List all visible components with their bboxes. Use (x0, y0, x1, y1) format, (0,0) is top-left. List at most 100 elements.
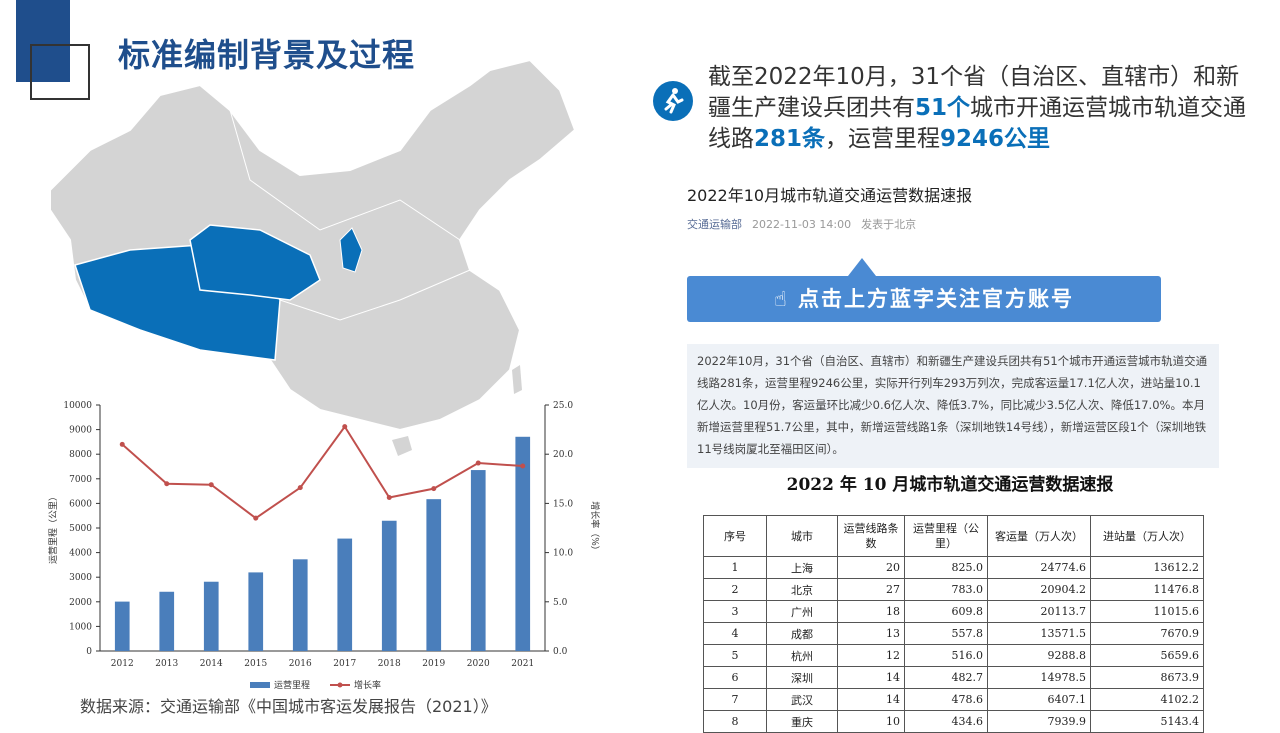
table-cell: 478.6 (904, 688, 988, 711)
table-header-row: 序号 城市 运营线路条数 运营里程（公里） 客运量（万人次） 进站量（万人次） (703, 515, 1204, 557)
follow-banner[interactable]: ☝ 点击上方蓝字关注官方账号 (687, 276, 1161, 322)
table-cell: 5659.6 (1090, 644, 1204, 667)
line-marker (475, 460, 481, 466)
legend-label: 增长率 (354, 679, 381, 691)
y-tick-label: 8000 (69, 450, 92, 460)
legend-swatch (337, 682, 343, 688)
bar (114, 601, 130, 651)
table-cell: 8673.9 (1090, 666, 1204, 689)
table-cell: 11476.8 (1090, 578, 1204, 601)
table-cell: 广州 (766, 600, 838, 623)
table-header-cell: 进站量（万人次） (1090, 515, 1204, 557)
headline-highlight: 281条 (754, 126, 826, 152)
bar (292, 559, 308, 651)
y-tick-label: 7000 (69, 475, 92, 485)
table-cell: 482.7 (904, 666, 988, 689)
article-author: 交通运输部 (687, 218, 742, 231)
line-marker (520, 463, 526, 469)
table-cell: 7939.9 (987, 710, 1091, 733)
table-header-cell: 运营里程（公里） (904, 515, 988, 557)
table-cell: 825.0 (904, 556, 988, 579)
table-cell: 6 (703, 666, 767, 689)
headline-text: ，运营里程 (825, 126, 941, 152)
table-cell: 27 (837, 578, 905, 601)
corner-block (16, 0, 70, 82)
bar (515, 436, 531, 651)
article-location: 发表于北京 (861, 218, 917, 231)
icon (653, 81, 693, 121)
y-tick-label: 10000 (63, 401, 92, 411)
slide-title: 标准编制背景及过程 (118, 36, 416, 74)
y-tick-label: 4000 (69, 549, 92, 559)
map-border (279, 269, 471, 321)
x-tick-label: 2014 (200, 659, 223, 669)
y-tick-label: 2000 (69, 598, 92, 608)
table-row: 2 北京 27 783.0 20904.2 11476.8 (703, 578, 1204, 601)
map-border (229, 109, 461, 241)
map-region-highlight (339, 227, 363, 273)
line-marker (208, 482, 214, 488)
table-cell: 783.0 (904, 578, 988, 601)
table-cell: 609.8 (904, 600, 988, 623)
table-row: 1 上海 20 825.0 24774.6 13612.2 (703, 556, 1204, 579)
table-cell: 武汉 (766, 688, 838, 711)
line-marker (253, 515, 259, 521)
table-cell: 深圳 (766, 666, 838, 689)
headline-highlight: 9246公里 (940, 126, 1051, 152)
table-cell: 12 (837, 644, 905, 667)
y-tick-label: 9000 (69, 426, 92, 436)
table-cell: 2 (703, 578, 767, 601)
map-region-highlight (189, 224, 321, 301)
y-tick-label: 5000 (69, 524, 92, 534)
line-marker (297, 485, 303, 491)
y-tick-label: 0 (86, 647, 92, 657)
x-tick-label: 2016 (289, 659, 312, 669)
table-cell: 20904.2 (987, 578, 1091, 601)
y-tick-label: 6000 (69, 499, 92, 509)
table-cell: 14 (837, 666, 905, 689)
bar (159, 591, 175, 651)
table-header-cell: 运营线路条数 (837, 515, 905, 557)
x-tick-label: 2021 (511, 659, 534, 669)
x-tick-label: 2019 (422, 659, 445, 669)
table-cell: 1 (703, 556, 767, 579)
table-cell: 13571.5 (987, 622, 1091, 645)
table-cell: 上海 (766, 556, 838, 579)
headline: 截至2022年10月，31个省（自治区、直辖市）和新疆生产建设兵团共有51个城市… (708, 62, 1248, 155)
table-cell: 3 (703, 600, 767, 623)
y2-tick-label: 15.0 (553, 499, 573, 509)
table-cell: 557.8 (904, 622, 988, 645)
table-cell: 24774.6 (987, 556, 1091, 579)
table-cell: 5 (703, 644, 767, 667)
table-row: 7 武汉 14 478.6 6407.1 4102.2 (703, 688, 1204, 711)
table-cell: 6407.1 (987, 688, 1091, 711)
table-cell: 14 (837, 688, 905, 711)
y-axis-label: 运营里程（公里） (47, 492, 59, 564)
y2-tick-label: 25.0 (553, 401, 573, 411)
table-cell: 杭州 (766, 644, 838, 667)
bar (337, 538, 353, 651)
chart: 运营里程（公里） 增长率（%） 0 1000 2000 3000 4000 5000 600… (47, 401, 601, 691)
bar (426, 499, 442, 651)
y-tick-label: 1000 (69, 622, 92, 632)
legend-swatch (250, 682, 270, 688)
table-row: 4 成都 13 557.8 13571.5 7670.9 (703, 622, 1204, 645)
map-island (392, 436, 412, 456)
headline-text: 城市开通运营城市轨道交通线路 (708, 95, 1247, 152)
table-cell: 9288.8 (987, 644, 1091, 667)
table-cell: 20 (837, 556, 905, 579)
table-title: 2022 年 10 月城市轨道交通运营数据速报 (786, 475, 1114, 495)
table-cell: 14978.5 (987, 666, 1091, 689)
table-cell: 8 (703, 710, 767, 733)
headline-highlight: 51个 (915, 95, 971, 121)
table-row: 5 杭州 12 516.0 9288.8 5659.6 (703, 644, 1204, 667)
source-note: 数据来源：交通运输部《中国城市客运发展报告（2021）》 (80, 697, 497, 716)
line-marker (386, 494, 392, 500)
x-tick-label: 2013 (155, 659, 178, 669)
article-time: 2022-11-03 14:00 (752, 218, 852, 231)
x-tick-label: 2020 (467, 659, 490, 669)
table-header-cell: 城市 (766, 515, 838, 557)
table-cell: 7 (703, 688, 767, 711)
map-land (49, 58, 577, 432)
table-header-cell: 客运量（万人次） (987, 515, 1091, 557)
